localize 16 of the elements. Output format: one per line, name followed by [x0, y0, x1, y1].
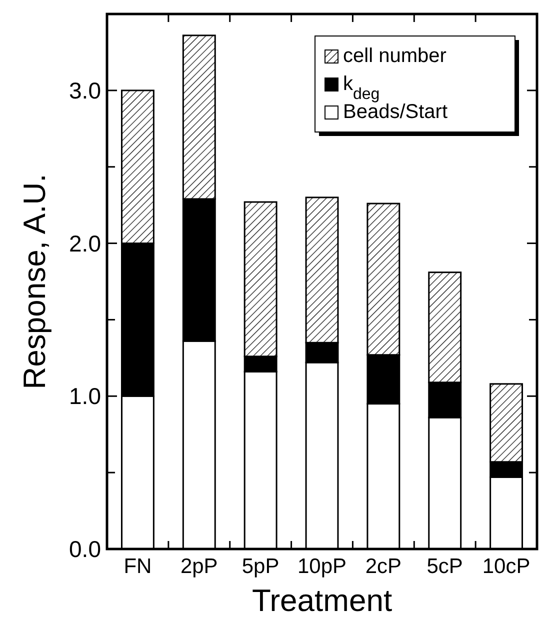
legend-label: k$_{deg}$: [343, 73, 380, 102]
legend-label: Beads/Start: [343, 101, 448, 123]
x-tick-label: 5cP: [426, 555, 463, 578]
y-tick-label: 3.0: [69, 77, 101, 104]
y-tick-label: 2.0: [69, 230, 101, 256]
x-tick-label: 10pP: [297, 555, 347, 578]
x-tick-label: FN: [124, 555, 152, 578]
x-axis-title: Treatment: [252, 583, 392, 618]
y-tick-label: 0.0: [69, 536, 101, 562]
x-tick-label: 2pP: [180, 555, 218, 578]
x-tick-label: 2cP: [365, 555, 402, 578]
y-axis-title: Response, A.U.: [17, 174, 52, 390]
y-tick-label: 1.0: [69, 383, 101, 410]
x-tick-label: 10cP: [482, 555, 530, 578]
x-tick-label: 5pP: [242, 555, 280, 578]
legend-label: cell number: [343, 45, 447, 67]
